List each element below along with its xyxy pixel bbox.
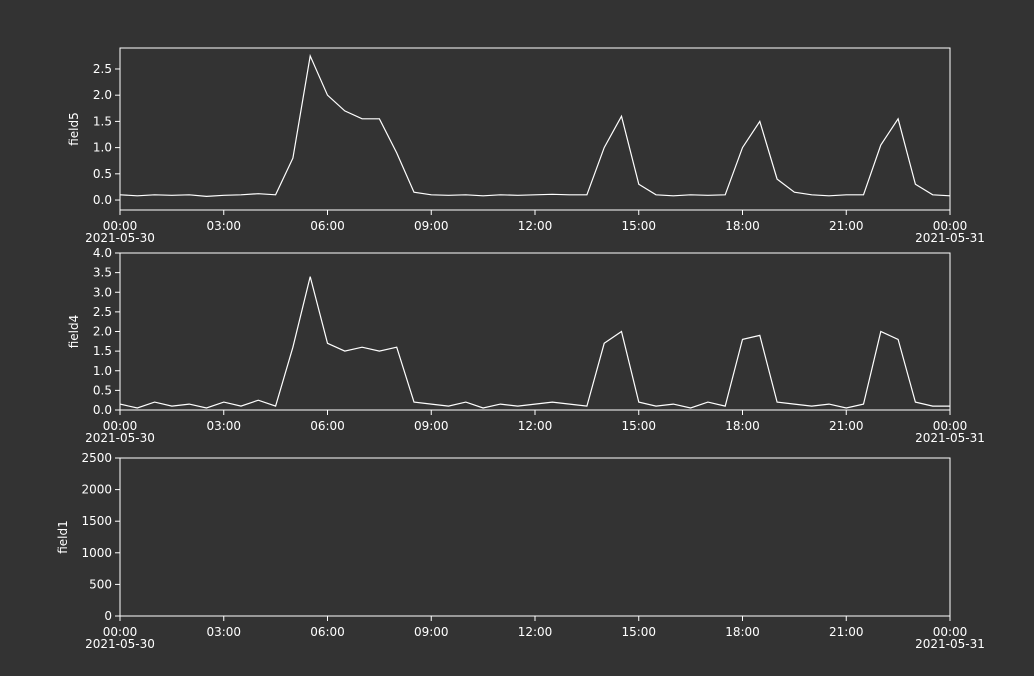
y-tick-label: 2500 [81,451,112,465]
y-tick-label: 1.5 [93,114,112,128]
x-tick-label: 00:00 [103,625,138,639]
y-tick-label: 1000 [81,546,112,560]
x-tick-label: 21:00 [829,419,864,433]
y-axis-label: field4 [67,315,81,349]
y-tick-label: 4.0 [93,246,112,260]
y-tick-label: 1.0 [93,364,112,378]
x-tick-date: 2021-05-31 [915,231,985,245]
y-tick-label: 0.0 [93,193,112,207]
x-tick-label: 21:00 [829,219,864,233]
y-tick-label: 0.5 [93,383,112,397]
x-tick-label: 00:00 [933,219,968,233]
x-tick-label: 03:00 [206,625,241,639]
y-tick-label: 3.0 [93,285,112,299]
x-tick-date: 2021-05-31 [915,431,985,445]
x-tick-label: 06:00 [310,625,345,639]
y-axis-label: field5 [67,112,81,146]
x-tick-label: 15:00 [621,219,656,233]
x-tick-label: 00:00 [103,219,138,233]
x-tick-label: 00:00 [933,625,968,639]
y-tick-label: 3.5 [93,266,112,280]
x-tick-label: 12:00 [518,625,553,639]
x-tick-label: 03:00 [206,219,241,233]
y-tick-label: 500 [89,577,112,591]
x-tick-label: 12:00 [518,419,553,433]
x-tick-label: 18:00 [725,419,760,433]
y-tick-label: 2.0 [93,325,112,339]
x-tick-label: 09:00 [414,419,449,433]
y-tick-label: 1500 [81,514,112,528]
y-tick-label: 1.5 [93,344,112,358]
x-tick-label: 06:00 [310,419,345,433]
y-tick-label: 1.0 [93,141,112,155]
y-tick-label: 0.0 [93,403,112,417]
y-axis-label: field1 [56,520,70,554]
y-tick-label: 2.5 [93,305,112,319]
y-tick-label: 2000 [81,483,112,497]
x-tick-label: 09:00 [414,625,449,639]
y-tick-label: 0.5 [93,167,112,181]
x-tick-label: 15:00 [621,625,656,639]
x-tick-date: 2021-05-31 [915,637,985,651]
y-tick-label: 2.5 [93,62,112,76]
x-tick-label: 09:00 [414,219,449,233]
x-tick-label: 18:00 [725,219,760,233]
x-tick-label: 00:00 [933,419,968,433]
x-tick-date: 2021-05-30 [85,431,155,445]
x-tick-label: 21:00 [829,625,864,639]
x-tick-date: 2021-05-30 [85,231,155,245]
y-tick-label: 2.0 [93,88,112,102]
x-tick-label: 06:00 [310,219,345,233]
y-tick-label: 0 [104,609,112,623]
x-tick-label: 12:00 [518,219,553,233]
x-tick-label: 00:00 [103,419,138,433]
data-line [119,276,950,409]
x-tick-label: 15:00 [621,419,656,433]
x-tick-label: 18:00 [725,625,760,639]
x-tick-date: 2021-05-30 [85,637,155,651]
x-tick-label: 03:00 [206,419,241,433]
data-line [119,53,951,198]
